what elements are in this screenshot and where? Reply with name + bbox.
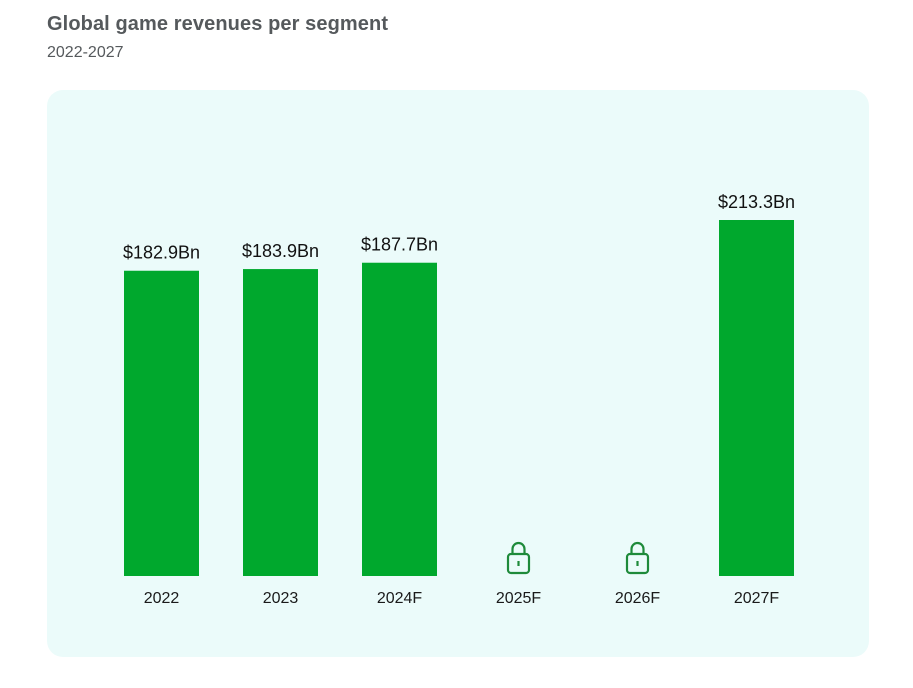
bar-2027f — [719, 220, 794, 576]
bar-2022 — [124, 270, 199, 576]
locks-group — [506, 541, 650, 575]
value-label-2024f: $187.7Bn — [361, 235, 438, 255]
bar-2024f — [362, 262, 437, 576]
bars-group — [124, 220, 794, 576]
x-tick-label-2027f: 2027F — [734, 590, 780, 607]
category-labels-group: 2022 2023 2024F 2025F 2026F 2027F — [144, 590, 780, 607]
value-labels-group: $182.9Bn $183.9Bn $187.7Bn $213.3Bn — [123, 192, 795, 263]
x-tick-label-2025f: 2025F — [496, 590, 542, 607]
x-tick-label-2023: 2023 — [263, 590, 299, 607]
chart-subtitle: 2022-2027 — [47, 44, 124, 61]
bar-2023 — [243, 269, 318, 576]
value-label-2023: $183.9Bn — [242, 241, 319, 261]
lock-icon[interactable] — [506, 541, 531, 575]
x-tick-label-2024f: 2024F — [377, 590, 423, 607]
chart-title: Global game revenues per segment — [47, 13, 389, 35]
value-label-2027f: $213.3Bn — [718, 192, 795, 212]
x-tick-label-2022: 2022 — [144, 590, 180, 607]
x-tick-label-2026f: 2026F — [615, 590, 661, 607]
value-label-2022: $182.9Bn — [123, 243, 200, 263]
lock-icon[interactable] — [625, 541, 650, 575]
